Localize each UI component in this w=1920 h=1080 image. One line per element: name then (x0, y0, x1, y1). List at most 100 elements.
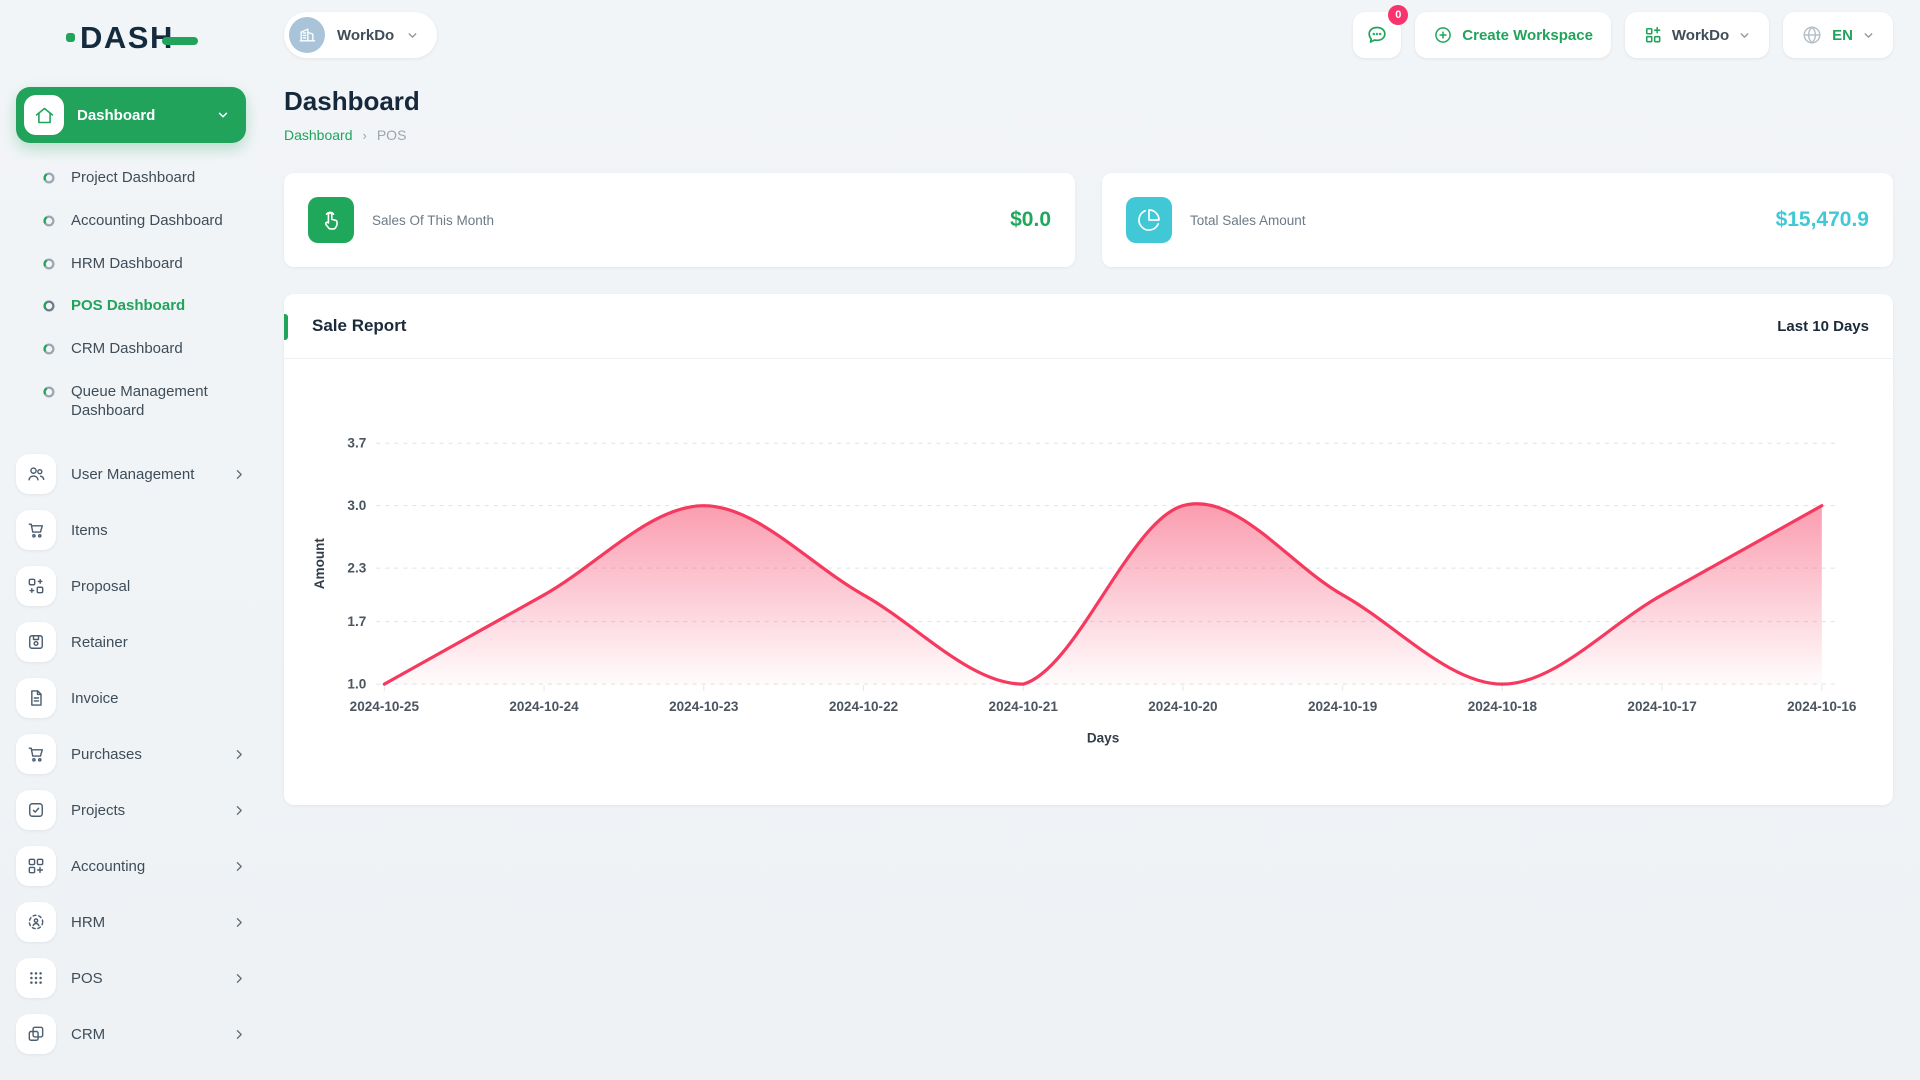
breadcrumb-separator: › (362, 127, 367, 143)
home-icon (24, 95, 64, 135)
projects-icon (16, 790, 56, 831)
workspace-switcher[interactable]: WorkDo (284, 12, 438, 58)
breadcrumb-link-dashboard[interactable]: Dashboard (284, 127, 353, 143)
sidebar-item-label: Proposal (71, 577, 131, 595)
chevron-right-icon (236, 861, 242, 871)
sidebar-item-label: Retainer (71, 633, 128, 651)
tap-icon (308, 197, 354, 243)
create-workspace-button[interactable]: Create Workspace (1415, 12, 1611, 58)
language-button[interactable]: EN (1783, 12, 1893, 58)
stat-card-label: Sales Of This Month (372, 212, 495, 228)
workspace-menu-button[interactable]: WorkDo (1624, 12, 1770, 58)
svg-text:2024-10-17: 2024-10-17 (1627, 699, 1696, 714)
donut-icon (43, 215, 55, 227)
accent-bar (284, 314, 288, 340)
crm-icon (16, 1014, 56, 1055)
svg-text:3.7: 3.7 (347, 436, 366, 451)
sale-report-header: Sale Report Last 10 Days (284, 294, 1893, 359)
sidebar-item-hrm[interactable]: HRM (16, 902, 246, 943)
brand-logo[interactable]: DASH (66, 22, 246, 53)
donut-icon (43, 257, 55, 270)
building-icon (289, 17, 325, 53)
sidebar-item-pos-dashboard[interactable]: POS Dashboard (42, 285, 246, 328)
sidebar-item-label: HRM Dashboard (71, 254, 183, 272)
sidebar-item-items[interactable]: Items (16, 510, 246, 551)
sidebar-item-crm-dashboard[interactable]: CRM Dashboard (42, 328, 246, 371)
logo-text: DASH (80, 20, 174, 55)
donut-icon (43, 386, 55, 398)
workspace-name: WorkDo (337, 26, 395, 44)
svg-text:2024-10-18: 2024-10-18 (1468, 699, 1538, 714)
sidebar-item-label: Purchases (71, 745, 142, 763)
workspace-menu-label: WorkDo (1671, 26, 1730, 44)
sidebar-item-accounting[interactable]: Accounting (16, 846, 246, 887)
sidebar-item-label: Queue Management Dashboard (71, 382, 208, 419)
chevron-right-icon (236, 973, 242, 983)
svg-text:3.0: 3.0 (347, 498, 366, 513)
chevron-right-icon (236, 917, 242, 927)
sidebar-item-label: Projects (71, 801, 126, 819)
messages-button[interactable]: 0 (1353, 5, 1409, 58)
svg-text:2024-10-25: 2024-10-25 (350, 699, 420, 714)
donut-icon (43, 343, 55, 355)
chevron-down-icon (408, 32, 417, 38)
chevron-down-icon (218, 112, 228, 118)
svg-text:2024-10-20: 2024-10-20 (1148, 699, 1217, 714)
sidebar-item-user-management[interactable]: User Management (16, 454, 246, 495)
sidebar-item-label: POS (71, 969, 103, 987)
accounting-icon (16, 846, 56, 887)
topbar-actions: 0 Create Workspace WorkDo EN (1353, 5, 1893, 58)
sidebar-item-label: Invoice (71, 689, 119, 707)
sidebar-item-purchases[interactable]: Purchases (16, 734, 246, 775)
stat-card-total-sales-amount: Total Sales Amount $15,470.9 (1102, 173, 1893, 267)
sidebar-item-retainer[interactable]: Retainer (16, 622, 246, 663)
globe-icon (1803, 26, 1821, 44)
chevron-right-icon (236, 469, 242, 479)
svg-text:2024-10-22: 2024-10-22 (829, 699, 898, 714)
sidebar-item-proposal[interactable]: Proposal (16, 566, 246, 607)
cart-icon (16, 510, 56, 551)
sidebar-item-projects[interactable]: Projects (16, 790, 246, 831)
svg-text:2024-10-21: 2024-10-21 (989, 699, 1059, 714)
chevron-down-icon (1864, 32, 1873, 38)
stat-card-value: $15,470.9 (1775, 208, 1869, 231)
sidebar-item-project-dashboard[interactable]: Project Dashboard (42, 157, 246, 200)
users-icon (16, 454, 56, 495)
sidebar-item-label: Dashboard (77, 106, 156, 124)
apps-grid-icon (1645, 26, 1661, 43)
message-icon (1368, 26, 1386, 43)
stat-cards-row: Sales Of This Month $0.0 Total Sales Amo… (284, 173, 1893, 267)
sidebar-item-hrm-dashboard[interactable]: HRM Dashboard (42, 243, 246, 286)
stat-card-value: $0.0 (1010, 208, 1051, 231)
sidebar-item-label: Project Dashboard (71, 169, 196, 186)
sale-report-chart: 1.0 1.7 2.3 3.0 3.7 2024-10-25 2024-10-24 2024-… (284, 359, 1893, 805)
sidebar-item-dashboard[interactable]: Dashboard (16, 87, 246, 143)
svg-text:2024-10-23: 2024-10-23 (669, 699, 739, 714)
sidebar-item-accounting-dashboard[interactable]: Accounting Dashboard (42, 200, 246, 243)
breadcrumb: Dashboard › POS (284, 127, 1893, 143)
svg-text:2024-10-19: 2024-10-19 (1308, 699, 1378, 714)
sidebar: DASH Dashboard Project Dashboard Account… (0, 0, 260, 1080)
pie-chart-icon (1126, 197, 1172, 243)
plus-circle-icon (1435, 27, 1452, 43)
sidebar-item-invoice[interactable]: Invoice (16, 678, 246, 719)
breadcrumb-current: POS (376, 127, 407, 143)
hrm-icon (16, 902, 56, 943)
sidebar-item-label: CRM (71, 1025, 106, 1043)
dashboard-submenu: Project Dashboard Accounting Dashboard H… (16, 143, 246, 438)
create-workspace-label: Create Workspace (1462, 26, 1593, 44)
sidebar-item-label: Accounting Dashboard (71, 211, 223, 229)
sidebar-item-label: POS Dashboard (71, 297, 186, 315)
chevron-down-icon (1740, 32, 1749, 38)
sidebar-item-queue-management-dashboard[interactable]: Queue Management Dashboard (42, 371, 246, 433)
stat-card-label: Total Sales Amount (1190, 212, 1306, 228)
sidebar-item-label: HRM (71, 913, 106, 931)
sidebar-item-label: Items (71, 521, 108, 539)
proposal-icon (16, 566, 56, 607)
retainer-icon (16, 622, 56, 663)
chevron-right-icon (236, 1029, 242, 1039)
svg-text:2024-10-16: 2024-10-16 (1787, 699, 1857, 714)
sidebar-item-pos[interactable]: POS (16, 958, 246, 999)
sidebar-item-crm[interactable]: CRM (16, 1014, 246, 1055)
svg-text:Days: Days (1087, 730, 1119, 745)
